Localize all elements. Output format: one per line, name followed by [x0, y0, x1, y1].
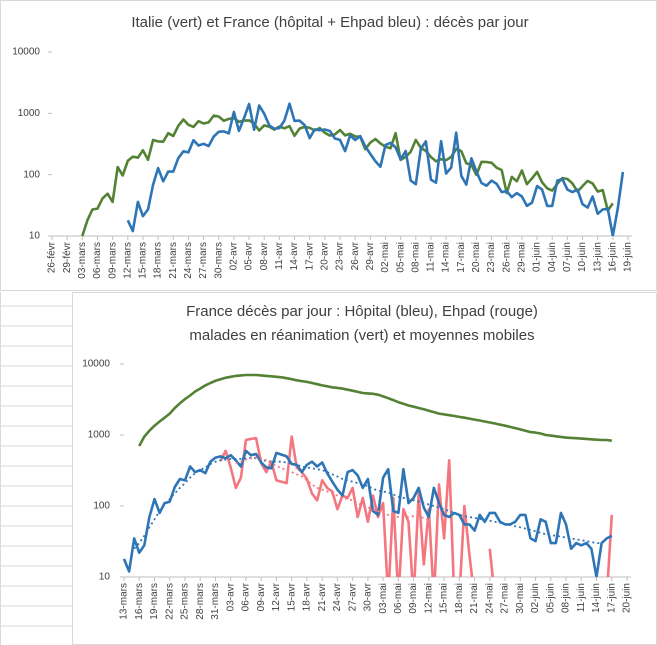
x-tick-label: 27-mars — [198, 242, 209, 279]
plot — [122, 373, 614, 577]
series-line — [138, 373, 612, 447]
x-tick-label: 23-avr — [335, 241, 346, 270]
x-tick-label: 27-avr — [347, 582, 358, 611]
x-tick-label: 18-mai — [454, 583, 465, 614]
x-tick-label: 17-mai — [456, 242, 467, 273]
y-tick-label: 10000 — [12, 47, 40, 58]
x-tick-label: 14-avr — [289, 241, 300, 270]
x-tick-label: 12-avr — [271, 582, 282, 611]
x-tick-label: 09-avr — [256, 582, 267, 611]
x-tick-label: 10-juin — [577, 242, 588, 272]
chart-area — [72, 292, 657, 645]
x-tick-label: 21-mai — [469, 583, 480, 614]
x-tick-label: 30-mars — [213, 242, 224, 279]
x-tick-label: 02-avr — [229, 241, 240, 270]
y-tick-label: 10 — [99, 572, 111, 583]
x-tick-label: 23-mai — [486, 242, 497, 273]
x-tick-label: 06-mars — [92, 242, 103, 279]
x-tick-label: 04-juin — [547, 242, 558, 272]
x-tick-label: 03-mars — [77, 242, 88, 279]
x-tick-label: 06-avr — [241, 582, 252, 611]
x-tick-label: 14-juin — [591, 583, 602, 613]
x-tick-label: 27-mai — [500, 583, 511, 614]
x-tick-label: 01-juin — [532, 242, 543, 272]
x-tick-label: 08-mai — [410, 242, 421, 273]
x-tick-label: 18-avr — [302, 582, 313, 611]
x-tick-label: 30-avr — [363, 582, 374, 611]
x-tick-label: 02-mai — [380, 242, 391, 273]
y-tick-label: 100 — [93, 501, 110, 512]
x-tick-label: 07-juin — [562, 242, 573, 272]
x-tick-label: 12-mai — [423, 583, 434, 614]
x-tick-label: 29-févr — [62, 241, 73, 273]
x-tick-label: 21-avr — [317, 582, 328, 611]
x-tick-label: 25-mars — [180, 583, 191, 620]
x-tick-label: 19-juin — [623, 242, 634, 272]
x-tick-label: 20-mai — [471, 242, 482, 273]
x-tick-label: 09-mai — [408, 583, 419, 614]
x-tick-label: 03-avr — [225, 582, 236, 611]
x-tick-label: 28-mars — [195, 583, 206, 620]
series-line — [81, 114, 614, 236]
x-tick-label: 19-mars — [149, 583, 160, 620]
y-tick-label: 100 — [23, 169, 40, 180]
x-tick-label: 18-mars — [153, 242, 164, 279]
x-tick-label: 05-avr — [244, 241, 255, 270]
x-tick-label: 11-juin — [576, 583, 587, 612]
series-line — [126, 102, 625, 236]
x-tick-label: 24-avr — [332, 582, 343, 611]
x-tick-label: 03-mai — [378, 583, 389, 614]
series-line — [219, 435, 614, 577]
chart-title: France décès par jour : Hôpital (bleu), … — [186, 303, 538, 320]
moving-average-line — [235, 456, 430, 521]
x-tick-label: 02-juin — [530, 583, 541, 613]
x-tick-label: 26-avr — [350, 241, 361, 270]
x-tick-label: 15-mai — [439, 583, 450, 614]
x-tick-label: 16-mars — [134, 583, 145, 620]
x-tick-label: 08-juin — [561, 583, 572, 613]
x-tick-label: 12-mars — [122, 242, 133, 279]
x-tick-label: 06-mai — [393, 583, 404, 614]
x-tick-label: 15-avr — [286, 582, 297, 611]
x-tick-label: 05-juin — [545, 583, 556, 613]
y-tick-label: 10 — [29, 231, 41, 242]
x-tick-label: 24-mars — [183, 242, 194, 279]
x-tick-label: 16-juin — [607, 242, 618, 272]
x-tick-label: 29-avr — [365, 241, 376, 270]
chart-title: Italie (vert) et France (hôpital + Ehpad… — [131, 14, 528, 31]
x-tick-label: 29-mai — [517, 242, 528, 273]
x-tick-label: 15-mars — [138, 242, 149, 279]
x-tick-label: 13-juin — [592, 242, 603, 272]
plot — [81, 102, 625, 236]
x-tick-label: 13-mars — [119, 583, 130, 620]
y-tick-label: 1000 — [18, 108, 41, 119]
x-tick-label: 21-mars — [168, 242, 179, 279]
x-tick-label: 08-avr — [259, 241, 270, 270]
x-tick-label: 14-mai — [441, 242, 452, 273]
x-tick-label: 20-juin — [622, 583, 633, 613]
x-tick-label: 11-mai — [426, 242, 437, 272]
x-tick-label: 24-mai — [484, 583, 495, 614]
x-tick-label: 05-mai — [395, 242, 406, 273]
x-tick-label: 11-avr — [274, 241, 285, 269]
x-tick-label: 09-mars — [107, 242, 118, 279]
y-tick-label: 10000 — [82, 359, 110, 370]
series-line — [122, 449, 613, 577]
x-tick-label: 20-avr — [319, 241, 330, 270]
x-tick-label: 22-mars — [164, 583, 175, 620]
x-tick-label: 26-févr — [47, 241, 58, 273]
y-tick-label: 1000 — [88, 430, 111, 441]
x-tick-label: 31-mars — [210, 583, 221, 620]
chart-title: malades en réanimation (vert) et moyenne… — [189, 327, 534, 344]
x-tick-label: 17-avr — [304, 241, 315, 270]
x-tick-label: 17-juin — [606, 583, 617, 613]
x-tick-label: 26-mai — [501, 242, 512, 273]
x-tick-label: 30-mai — [515, 583, 526, 614]
